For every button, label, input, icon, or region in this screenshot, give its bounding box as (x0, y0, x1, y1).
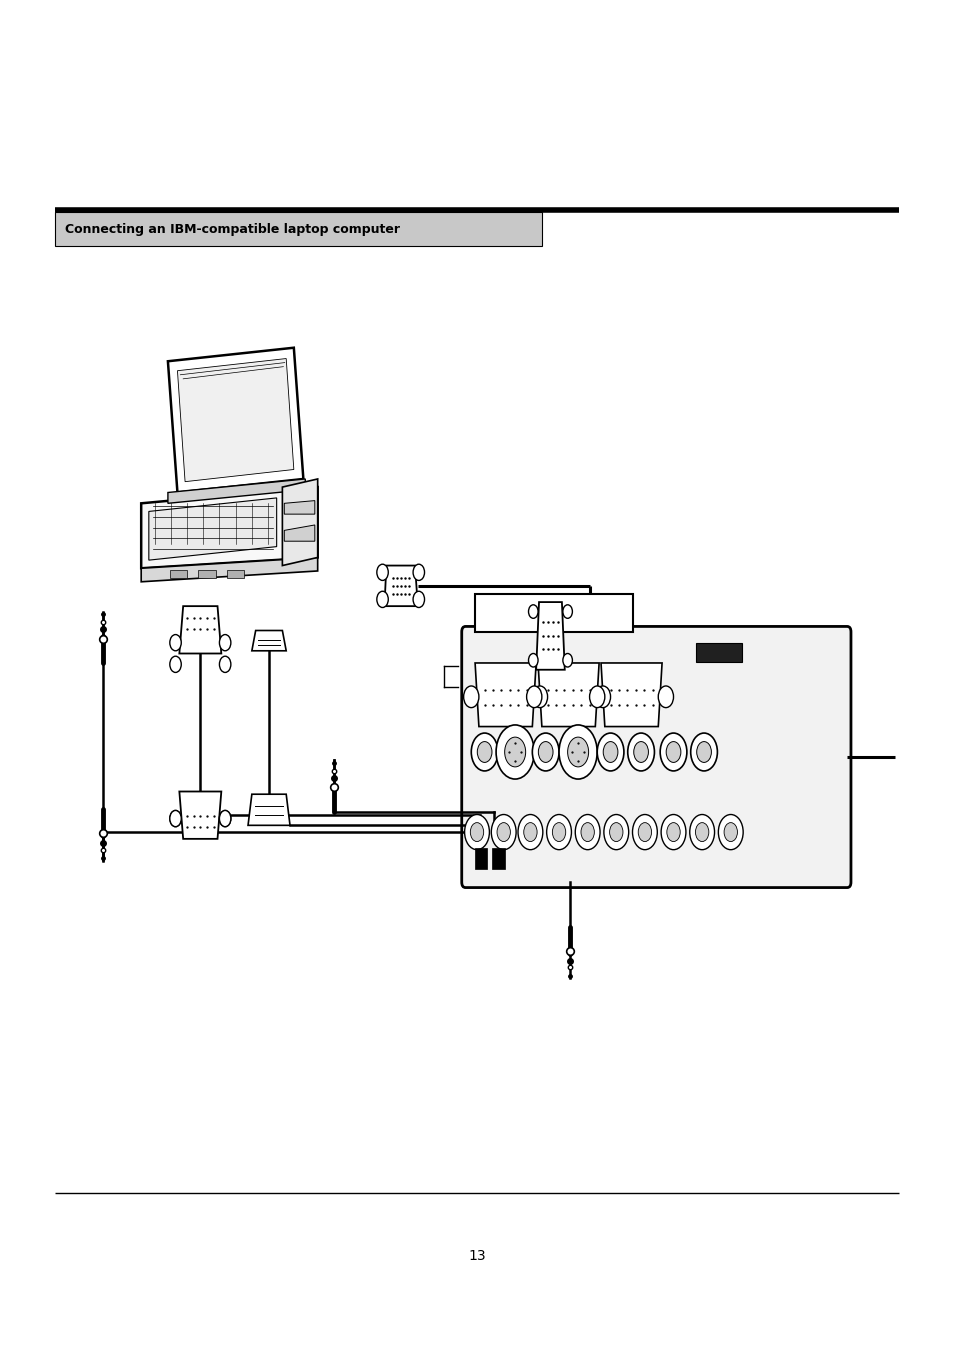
Circle shape (659, 733, 686, 771)
Bar (492, 848, 504, 869)
Polygon shape (177, 359, 294, 482)
Circle shape (413, 564, 424, 580)
Circle shape (575, 815, 599, 850)
Circle shape (718, 815, 742, 850)
Circle shape (463, 686, 478, 708)
Circle shape (528, 653, 537, 667)
Circle shape (471, 733, 497, 771)
Polygon shape (179, 606, 221, 653)
Circle shape (476, 741, 492, 762)
Circle shape (627, 733, 654, 771)
Bar (170, 570, 187, 578)
Bar (475, 848, 487, 869)
Bar (227, 570, 244, 578)
Polygon shape (284, 525, 314, 541)
Circle shape (589, 686, 604, 708)
Circle shape (496, 725, 534, 779)
Text: 13: 13 (468, 1249, 485, 1262)
Circle shape (695, 823, 708, 842)
Circle shape (526, 686, 541, 708)
Circle shape (170, 635, 181, 651)
Circle shape (219, 810, 231, 827)
Polygon shape (600, 663, 661, 727)
Circle shape (528, 605, 537, 618)
Circle shape (537, 741, 553, 762)
Circle shape (552, 823, 565, 842)
Polygon shape (168, 479, 305, 503)
Circle shape (696, 741, 711, 762)
Circle shape (690, 733, 717, 771)
Polygon shape (252, 630, 286, 651)
Circle shape (602, 741, 618, 762)
Circle shape (376, 591, 388, 607)
Circle shape (638, 823, 651, 842)
Circle shape (517, 815, 542, 850)
Polygon shape (141, 487, 317, 568)
Circle shape (413, 591, 424, 607)
Circle shape (523, 823, 537, 842)
Circle shape (170, 810, 181, 827)
Polygon shape (282, 479, 317, 566)
Polygon shape (536, 602, 564, 670)
Bar (198, 570, 215, 578)
Circle shape (546, 815, 571, 850)
Circle shape (376, 564, 388, 580)
Circle shape (464, 815, 489, 850)
Circle shape (504, 737, 525, 767)
Circle shape (580, 823, 594, 842)
Circle shape (562, 605, 572, 618)
Circle shape (567, 737, 588, 767)
Circle shape (562, 653, 572, 667)
Bar (55, 212, 541, 246)
Circle shape (170, 656, 181, 672)
FancyBboxPatch shape (461, 626, 850, 888)
Polygon shape (141, 557, 317, 582)
Circle shape (170, 810, 181, 827)
Bar (696, 643, 741, 662)
Circle shape (597, 733, 623, 771)
Polygon shape (475, 663, 536, 727)
Circle shape (497, 823, 510, 842)
Circle shape (723, 823, 737, 842)
Circle shape (532, 686, 547, 708)
Circle shape (219, 635, 231, 651)
Circle shape (219, 656, 231, 672)
Circle shape (633, 741, 648, 762)
Polygon shape (537, 663, 598, 727)
Circle shape (632, 815, 657, 850)
Polygon shape (179, 792, 221, 839)
Circle shape (609, 823, 622, 842)
Circle shape (219, 810, 231, 827)
Circle shape (666, 823, 679, 842)
Circle shape (660, 815, 685, 850)
Text: Connecting an IBM-compatible laptop computer: Connecting an IBM-compatible laptop comp… (65, 223, 399, 235)
Circle shape (603, 815, 628, 850)
Circle shape (595, 686, 610, 708)
Circle shape (558, 725, 597, 779)
Circle shape (689, 815, 714, 850)
Polygon shape (284, 501, 314, 514)
Polygon shape (248, 794, 290, 825)
Circle shape (470, 823, 483, 842)
Circle shape (491, 815, 516, 850)
Polygon shape (384, 566, 417, 606)
Circle shape (658, 686, 673, 708)
Bar (475, 594, 632, 632)
Circle shape (532, 733, 558, 771)
Polygon shape (168, 348, 303, 492)
Polygon shape (149, 498, 276, 560)
Circle shape (665, 741, 680, 762)
